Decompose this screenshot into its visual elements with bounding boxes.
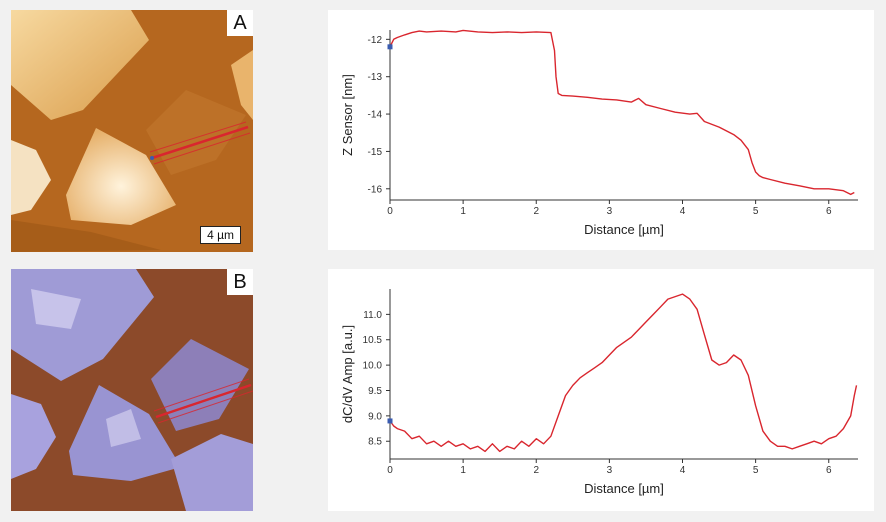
z-sensor-profile-chart: 0 1 2 3 4 5 6 -12 -13 -14 -15 -16 Distance [µm] Z Sen… (340, 29, 858, 237)
start-marker (387, 44, 393, 50)
x-tick-label: 3 (607, 465, 613, 476)
series-line (389, 29, 855, 196)
y-tick-label: 10.0 (363, 361, 383, 372)
y-tick-label: -13 (368, 72, 383, 83)
x-tick-label: 6 (826, 206, 832, 217)
y-tick-label: -14 (368, 110, 383, 121)
x-axis-title: Distance [µm] (584, 481, 664, 496)
x-tick-label: 1 (460, 206, 466, 217)
x-tick-label: 6 (826, 465, 832, 476)
chart-panel-dcdv: 0 1 2 3 4 5 6 8.5 9.0 9.5 10.0 10.5 11.0 Distance [µm… (328, 269, 874, 511)
y-tick-label: 11.0 (363, 310, 382, 321)
x-tick-label: 0 (387, 206, 393, 217)
dcdv-amplitude-profile-chart: 0 1 2 3 4 5 6 8.5 9.0 9.5 10.0 10.5 11.0 Distance [µm… (340, 289, 858, 496)
x-tick-label: 1 (460, 465, 466, 476)
dcdv-amplitude-image (11, 269, 253, 511)
x-tick-label: 5 (753, 465, 759, 476)
y-tick-label: -15 (368, 147, 383, 158)
panel-label-a: A (227, 10, 253, 36)
line-profile-marker-b (153, 378, 253, 424)
y-axis-title: dC/dV Amp [a.u.] (340, 325, 355, 423)
start-marker (387, 418, 393, 424)
y-axis-title: Z Sensor [nm] (340, 74, 355, 156)
panel-label-b: B (227, 269, 253, 295)
afm-height-image (11, 10, 253, 252)
y-tick-label: 9.5 (368, 386, 382, 397)
x-axis-title: Distance [µm] (584, 222, 664, 237)
x-tick-label: 0 (387, 465, 393, 476)
x-tick-label: 3 (607, 206, 613, 217)
y-tick-label: 10.5 (363, 335, 383, 346)
scale-bar: 4 µm (200, 226, 241, 244)
y-tick-label: -16 (368, 184, 383, 195)
x-tick-label: 4 (680, 206, 686, 217)
chart-panel-z-sensor: 0 1 2 3 4 5 6 -12 -13 -14 -15 -16 Distance [µm] Z Sen… (328, 10, 874, 250)
x-tick-label: 2 (533, 465, 539, 476)
y-tick-label: 9.0 (368, 411, 382, 422)
y-tick-label: -12 (368, 35, 383, 46)
series-line (389, 293, 858, 453)
x-tick-label: 2 (533, 206, 539, 217)
image-panel-b: B (11, 269, 253, 511)
y-tick-label: 8.5 (368, 437, 382, 448)
line-profile-marker (149, 121, 251, 165)
image-panel-a: A 4 µm (11, 10, 253, 252)
x-tick-label: 4 (680, 465, 686, 476)
x-tick-label: 5 (753, 206, 759, 217)
